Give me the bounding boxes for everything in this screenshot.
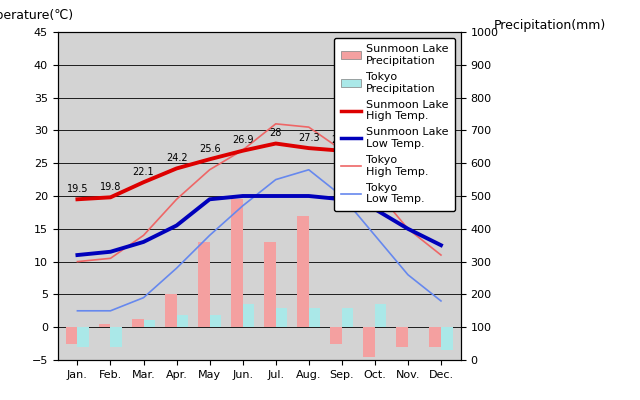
Bar	[210, 315, 221, 327]
Bar	[198, 242, 210, 327]
Bar	[441, 327, 452, 350]
Text: 19.5: 19.5	[67, 184, 88, 194]
Bar	[132, 319, 143, 327]
Legend: Sunmoon Lake
Precipitation, Tokyo
Precipitation, Sunmoon Lake
High Temp., Sunmoo: Sunmoon Lake Precipitation, Tokyo Precip…	[334, 38, 455, 211]
Text: 26.9: 26.9	[331, 135, 353, 145]
Bar	[330, 327, 342, 344]
Bar	[111, 327, 122, 347]
Text: 25.6: 25.6	[199, 144, 220, 154]
Bar	[429, 327, 441, 347]
Y-axis label: Temperature(℃): Temperature(℃)	[0, 9, 73, 22]
Bar	[396, 327, 408, 347]
Bar	[66, 327, 77, 344]
Bar	[276, 308, 287, 327]
Text: 27.3: 27.3	[298, 132, 319, 142]
Text: 19.8: 19.8	[100, 182, 121, 192]
Text: 28: 28	[269, 128, 282, 138]
Bar	[342, 308, 353, 327]
Bar	[99, 324, 111, 327]
Bar	[77, 327, 89, 347]
Text: 24.2: 24.2	[166, 153, 188, 163]
Y-axis label: Precipitation(mm): Precipitation(mm)	[493, 19, 605, 32]
Bar	[308, 308, 321, 327]
Text: 23.3: 23.3	[397, 159, 419, 169]
Bar	[364, 327, 375, 357]
Bar	[243, 304, 254, 327]
Bar	[231, 199, 243, 327]
Bar	[177, 315, 188, 327]
Bar	[143, 320, 155, 327]
Bar	[297, 216, 308, 327]
Bar	[264, 242, 276, 327]
Bar	[375, 304, 387, 327]
Text: 20.6: 20.6	[430, 176, 452, 186]
Text: 26.9: 26.9	[232, 135, 253, 145]
Text: 22.1: 22.1	[132, 167, 154, 177]
Text: 25.7: 25.7	[364, 143, 386, 153]
Bar	[165, 294, 177, 327]
